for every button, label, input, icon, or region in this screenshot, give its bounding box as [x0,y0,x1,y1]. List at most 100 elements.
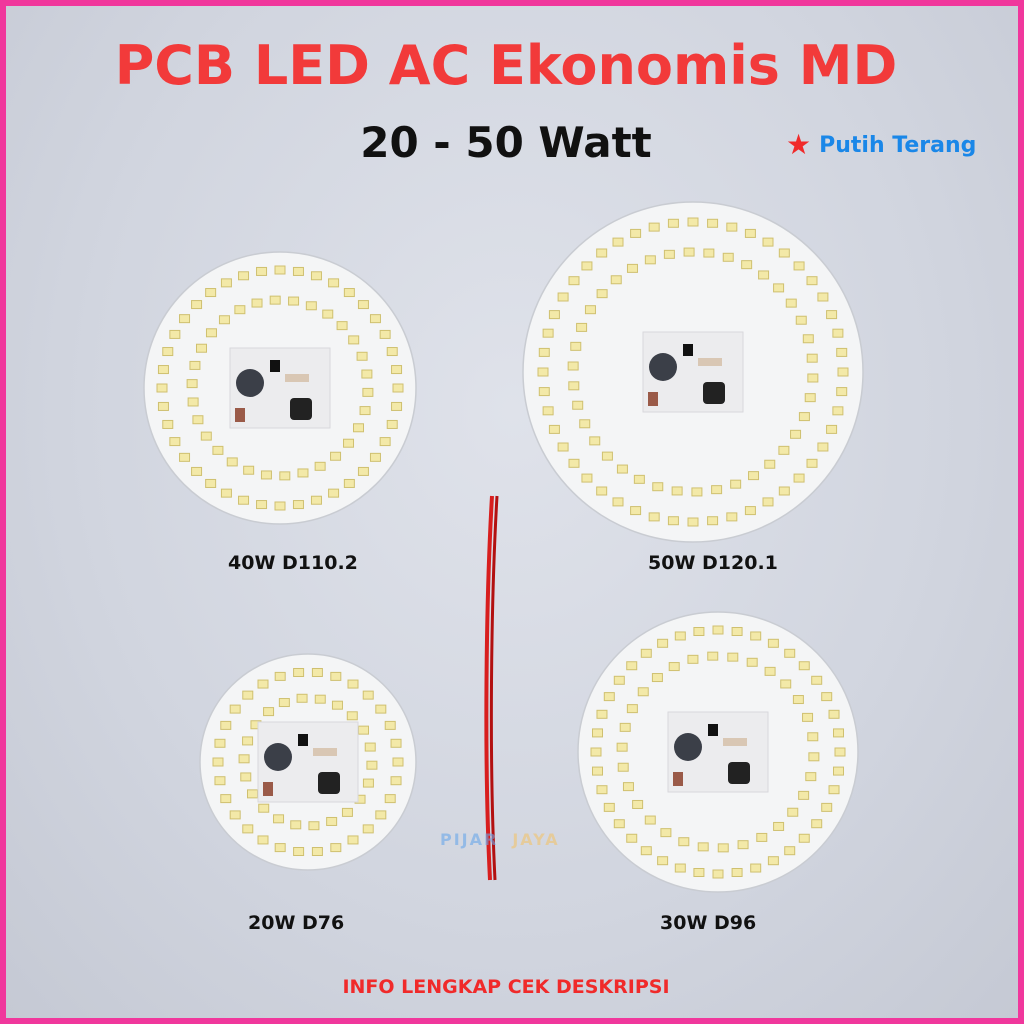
resistor [698,358,722,366]
led-chip [361,369,373,379]
led-chip [790,429,802,439]
led-chip [357,300,369,310]
led-chip [346,711,358,721]
led-chip [274,265,286,275]
led-chip [362,778,374,788]
led-chip [589,436,601,446]
led-chip [687,654,699,664]
led-chip [671,486,683,496]
led-chip [660,828,672,838]
product-label-20w: 20W D76 [248,912,345,934]
led-chip [258,803,270,813]
led-chip [785,298,797,308]
led-chip [837,367,849,377]
led-chip [191,300,203,310]
led-chip [817,292,829,302]
led-chip [616,742,628,752]
led-chip [189,360,201,370]
led-chip [579,419,591,429]
led-chip [205,288,217,298]
led-chip [778,248,790,258]
led-chip [273,814,285,824]
led-chip [296,693,308,703]
led-chip [366,760,378,770]
led-chip [242,736,254,746]
led-chip [308,821,320,831]
led-chip [737,840,749,850]
led-chip [601,451,613,461]
led-chip [773,821,785,831]
led-chip [169,437,181,447]
led-chip [756,832,768,842]
led-chip [748,471,760,481]
led-chip [784,648,796,658]
led-chip [792,695,804,705]
led-chip [278,698,290,708]
led-chip [622,782,634,792]
led-chip [663,249,675,259]
led-chip [242,824,254,834]
led-chip [619,722,631,732]
resistor [313,748,337,756]
led-chip [804,393,816,403]
led-chip [648,512,660,522]
red-wire [489,495,499,881]
resistor [723,738,747,746]
led-chip [762,237,774,247]
led-chip [375,810,387,820]
led-chip [195,343,207,353]
inductor [703,382,725,404]
led-chip [767,856,779,866]
led-chip [722,252,734,262]
product-label-40w: 40W D110.2 [228,552,358,574]
led-chip [798,412,810,422]
page-title: PCB LED AC Ekonomis MD [114,34,898,97]
led-chip [828,709,840,719]
led-chip [832,328,844,338]
led-chip [711,485,723,495]
led-chip [364,742,376,752]
product-label-50w: 50W D120.1 [648,552,778,574]
red-wire [484,495,494,881]
led-chip [557,442,569,452]
led-chip [347,679,359,689]
led-chip [226,457,238,467]
led-chip [640,846,652,856]
led-chip [674,863,686,873]
capacitor [649,353,677,381]
led-chip [186,379,198,389]
led-chip [805,772,817,782]
led-chip [292,500,304,510]
led-chip [293,847,305,857]
ic-chip [683,344,693,356]
inductor [728,762,750,784]
led-chip [613,675,625,685]
led-chip [712,625,724,635]
led-chip [567,361,579,371]
led-chip [632,799,644,809]
led-chip [612,237,624,247]
led-chip [784,846,796,856]
led-chip [626,661,638,671]
led-chip [811,819,823,829]
led-chip [229,810,241,820]
led-chip [548,424,560,434]
led-chip [731,627,743,637]
led-chip [687,517,699,527]
led-chip [773,283,785,293]
led-chip [667,218,679,228]
led-chip [292,266,304,276]
led-chip [612,497,624,507]
led-chip [793,261,805,271]
led-chip [798,790,810,800]
led-chip [731,867,743,877]
led-chip [596,709,608,719]
led-chip [744,506,756,516]
led-chip [750,631,762,641]
led-chip [274,671,286,681]
led-chip [764,459,776,469]
led-chip [707,651,719,661]
led-chip [832,766,844,776]
led-chip [542,406,554,416]
